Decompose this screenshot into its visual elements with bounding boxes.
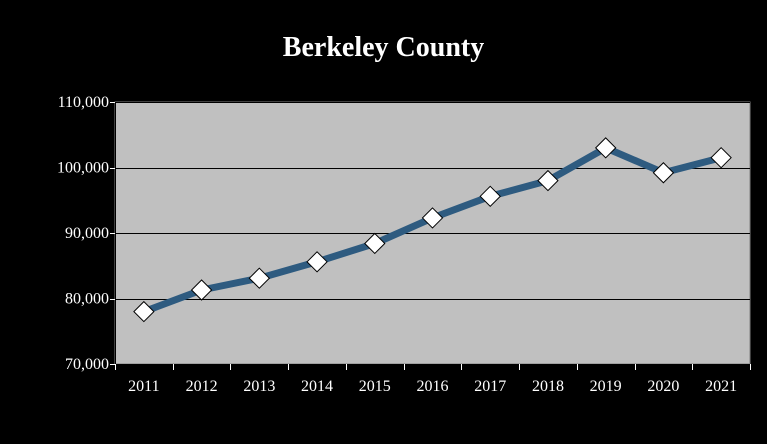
x-tick-label: 2011 <box>128 378 159 395</box>
x-tick-label: 2015 <box>359 378 391 395</box>
y-tick-label: 110,000 <box>58 94 109 111</box>
gridlines <box>115 102 750 300</box>
x-axis-tick-labels: 2011 2012 2013 2014 2015 2016 2017 2018 2019 2020… <box>128 378 737 395</box>
data-point <box>190 279 213 301</box>
data-point <box>594 137 617 159</box>
data-point <box>364 232 386 255</box>
x-tick-label: 2012 <box>186 378 218 395</box>
y-tick-label: 90,000 <box>65 225 109 242</box>
y-tick-label: 70,000 <box>65 356 109 373</box>
data-point <box>133 300 155 323</box>
data-point <box>248 267 271 289</box>
x-tick-label: 2014 <box>301 378 333 395</box>
data-point <box>479 185 501 208</box>
x-tick-label: 2016 <box>417 378 449 395</box>
data-point <box>710 146 732 169</box>
markers <box>133 137 732 323</box>
data-point <box>537 169 559 192</box>
data-point <box>306 251 328 273</box>
x-tick-label: 2021 <box>705 378 737 395</box>
x-tick-label: 2020 <box>647 378 679 395</box>
x-tick-label: 2018 <box>532 378 564 395</box>
y-tick-label: 80,000 <box>65 291 109 308</box>
x-tick-label: 2019 <box>590 378 622 395</box>
x-tick-label: 2013 <box>243 378 275 395</box>
y-axis-tick-labels: 70,000 80,000 90,000 100,000 110,000 <box>57 94 109 373</box>
chart-title: Berkeley County <box>282 32 485 63</box>
y-tick-label: 100,000 <box>57 160 109 177</box>
x-tick-label: 2017 <box>474 378 506 395</box>
axes <box>110 102 751 370</box>
data-point <box>421 207 444 229</box>
data-point <box>652 162 675 184</box>
